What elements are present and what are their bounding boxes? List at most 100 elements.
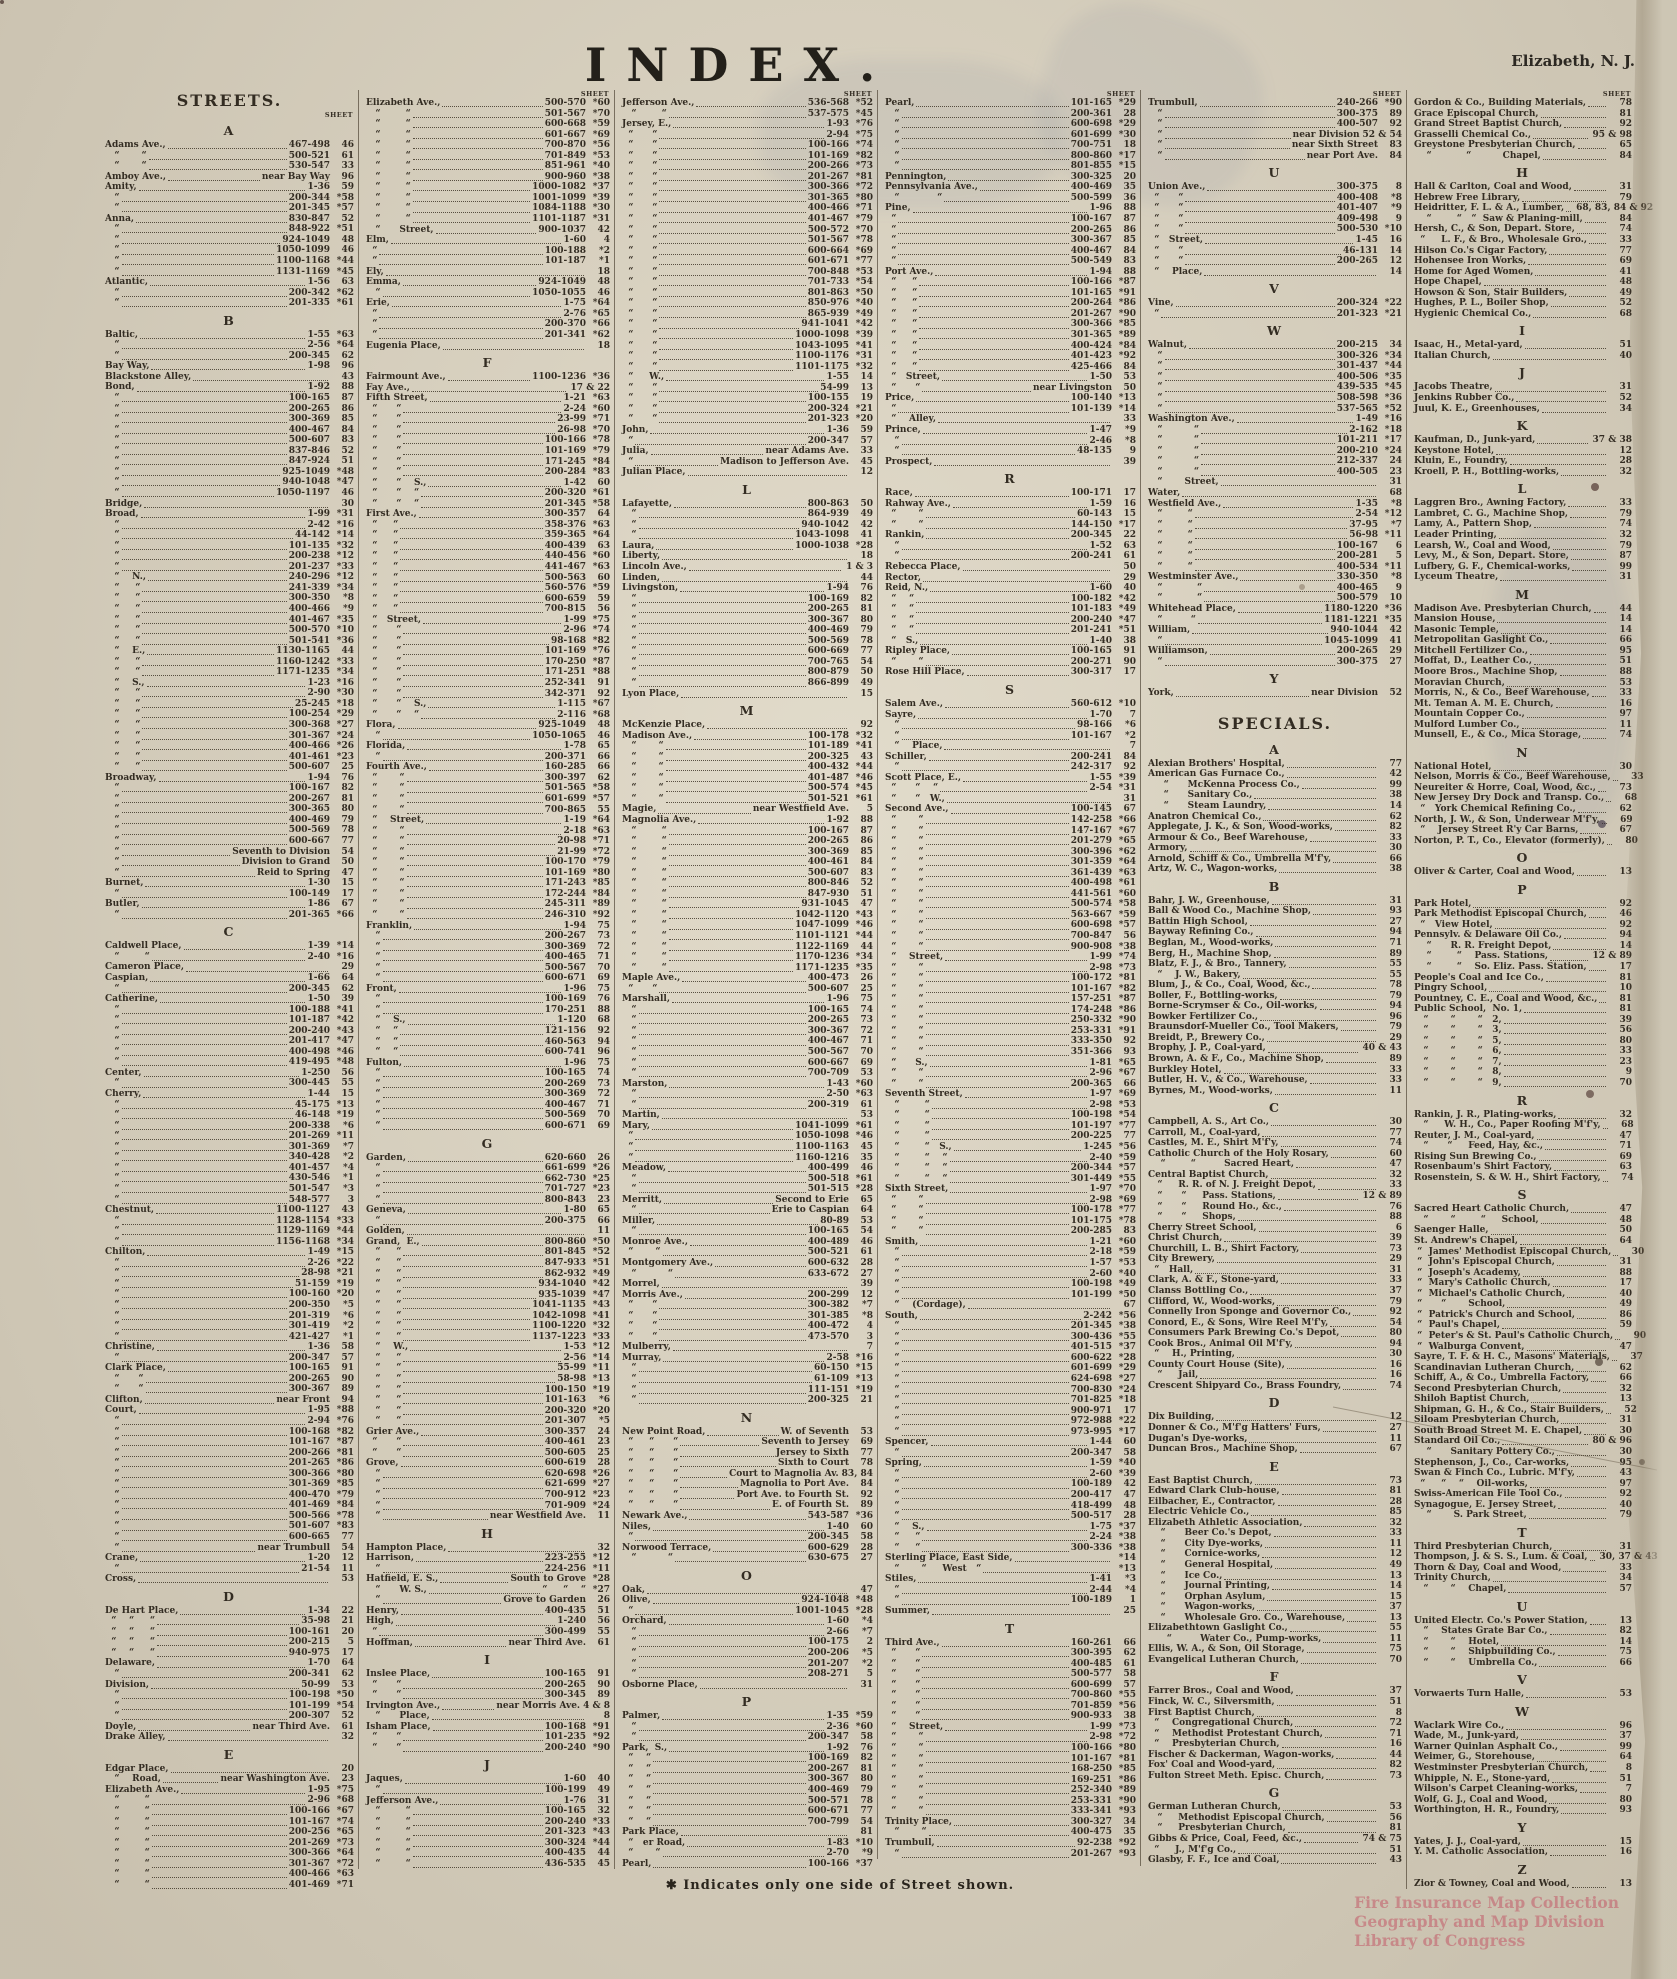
house-number-range: 44-142 <box>294 530 330 541</box>
sheet-number: 90 <box>597 1679 610 1690</box>
dot-leader <box>1593 611 1606 613</box>
dot-leader <box>121 559 287 561</box>
entry-name: “ “ <box>885 1015 924 1026</box>
house-number-range: 101-169 <box>807 150 849 161</box>
sheet-number: 64 <box>341 1658 354 1669</box>
sheet-number: 66 <box>597 762 610 773</box>
entry-name: “ <box>366 973 381 984</box>
sheet-number: 15 <box>341 1089 354 1100</box>
dot-leader <box>916 106 1069 108</box>
house-number-range: 700-865 <box>544 804 586 815</box>
house-number-range: 100-169 <box>544 994 586 1005</box>
dot-leader <box>687 475 847 477</box>
sheet-number: *11 <box>1384 530 1402 541</box>
dot-leader <box>121 358 287 360</box>
sheet-number: *89 <box>592 899 610 910</box>
sheet-number: 67 <box>1123 804 1136 815</box>
sheet-number: 28 <box>1123 1511 1136 1522</box>
letter-section-header: A <box>1269 741 1281 757</box>
sheet-number: *67 <box>1118 825 1136 836</box>
entry-name: Howson & Son, Stair Builders, <box>1414 287 1568 298</box>
house-number-range: 101-167 <box>1070 1753 1112 1764</box>
dot-leader <box>925 875 1069 877</box>
index-row: “ “172-244 *84 <box>366 889 610 900</box>
house-number-range: 2-50 <box>826 1089 849 1100</box>
house-number-range: 1171-1235 <box>276 667 330 678</box>
entry-name: “ <box>105 466 120 477</box>
dot-leader <box>428 707 556 709</box>
index-row: “170-251 88 <box>366 1005 610 1016</box>
dot-leader <box>412 127 543 129</box>
entry-name: “ “ <box>366 1848 411 1859</box>
sheet-number: *29 <box>1118 98 1136 108</box>
house-number-range: 301-449 <box>1070 1173 1112 1184</box>
sheet-number: 74 & 75 <box>1362 1834 1402 1845</box>
dot-leader <box>403 411 562 413</box>
dot-leader <box>150 981 306 983</box>
dot-leader <box>668 960 794 962</box>
entry-name: Shipman, G. H., & Co., Stair Builders, <box>1414 1404 1604 1415</box>
dot-leader <box>403 1424 543 1426</box>
house-number-range: 300-445 <box>288 1078 330 1089</box>
dot-leader <box>382 1129 543 1130</box>
dot-leader <box>1493 769 1606 771</box>
index-row: “100-167 82 <box>105 783 354 794</box>
index-row: “ “142-258 *66 <box>885 815 1136 826</box>
dot-leader <box>121 432 287 434</box>
entry-name: Home for Aged Women, <box>1414 266 1534 277</box>
sheet-number: *7 <box>1391 519 1402 530</box>
dot-leader <box>1571 1212 1606 1214</box>
dot-leader <box>1576 875 1606 877</box>
index-row: Swiss-American File Tool Co., 92 <box>1414 1489 1632 1500</box>
dot-leader <box>121 875 255 877</box>
index-row: Magie, near Westfield Ave. 5 <box>622 804 873 815</box>
entry-name: Madison Ave., <box>622 730 693 741</box>
entry-name: “ “ <box>885 287 918 298</box>
dot-leader <box>680 1835 847 1837</box>
entry-name: Rector, <box>885 572 922 583</box>
letter-section-header: S <box>1517 1187 1529 1203</box>
house-number-range: 200-341 <box>288 1669 330 1680</box>
dot-leader <box>157 1655 287 1657</box>
index-row: “ “300-382 *7 <box>622 1300 873 1311</box>
index-row: Grier Ave., 300-357 24 <box>366 1427 610 1438</box>
house-number-range: 100-178 <box>807 730 849 741</box>
sheet-number: 52 <box>1619 298 1632 309</box>
entry-name: “ “ <box>366 772 405 783</box>
sheet-number: 56 <box>1619 1025 1632 1036</box>
index-row: “ “2-94 *75 <box>622 130 873 141</box>
entry-name: “ <box>885 540 900 551</box>
house-number-range: 401-515 <box>1070 1342 1112 1353</box>
entry-name: “ <box>622 530 637 541</box>
sheet-number: 77 <box>860 1806 873 1817</box>
index-row: “ “252-341 91 <box>366 678 610 689</box>
index-row: “701-727 *23 <box>366 1184 610 1195</box>
sheet-number: *81 <box>1118 973 1136 984</box>
sheet-number: 53 <box>1123 372 1136 383</box>
house-number-range: 2-60 <box>1089 1468 1112 1479</box>
dot-leader <box>403 1371 556 1373</box>
dot-leader <box>400 538 543 540</box>
house-number-range: 1101-1187 <box>532 214 586 225</box>
entry-name: “ “ <box>885 878 924 889</box>
dot-leader <box>1273 1536 1376 1538</box>
entry-name: “ “ <box>366 561 399 572</box>
index-row: “ “ “200-215 5 <box>105 1637 354 1648</box>
index-row: “800-843 23 <box>366 1195 610 1206</box>
entry-name: “ “ So. Eliz. Pass. Station, <box>1414 962 1587 972</box>
index-row: Crescent Shipyard Co., Brass Foundry, 74 <box>1148 1381 1402 1392</box>
index-row: “ “600-671 77 <box>622 1806 873 1817</box>
entry-name: “ <box>622 435 634 446</box>
dot-leader <box>121 854 231 856</box>
dot-leader <box>141 907 306 909</box>
house-number-range: 1-23 <box>307 677 330 688</box>
entry-name: Pearl, <box>622 1858 652 1869</box>
dot-leader <box>442 106 543 108</box>
house-number-range: 200-347 <box>807 1732 849 1743</box>
dot-leader <box>657 1223 819 1225</box>
house-number-range: 1-36 <box>307 182 330 193</box>
entry-name: Mary, <box>622 1120 651 1131</box>
index-row: “ John's Episcopal Church, 31 <box>1414 1257 1632 1268</box>
sheet-number: 84 <box>860 1479 873 1490</box>
entry-name: “ <box>622 1141 634 1152</box>
